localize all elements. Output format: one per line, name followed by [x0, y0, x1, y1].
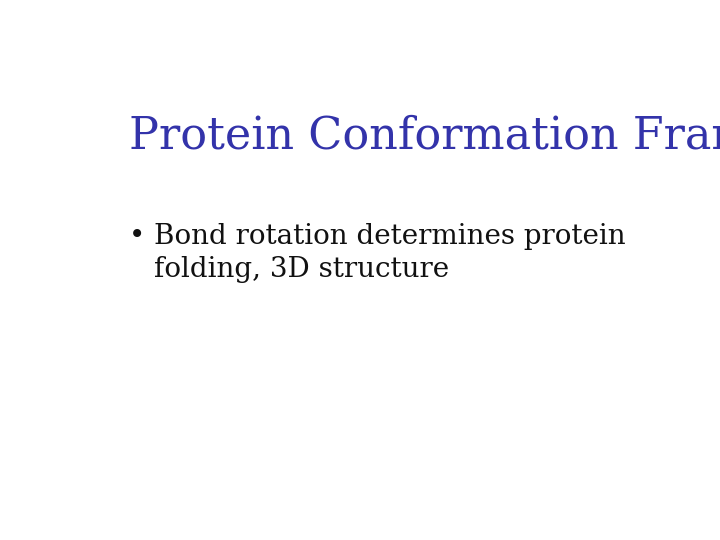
Text: Bond rotation determines protein: Bond rotation determines protein [154, 223, 626, 250]
Text: Protein Conformation Framework: Protein Conformation Framework [129, 114, 720, 158]
Text: •: • [129, 223, 145, 250]
Text: folding, 3D structure: folding, 3D structure [154, 256, 449, 283]
